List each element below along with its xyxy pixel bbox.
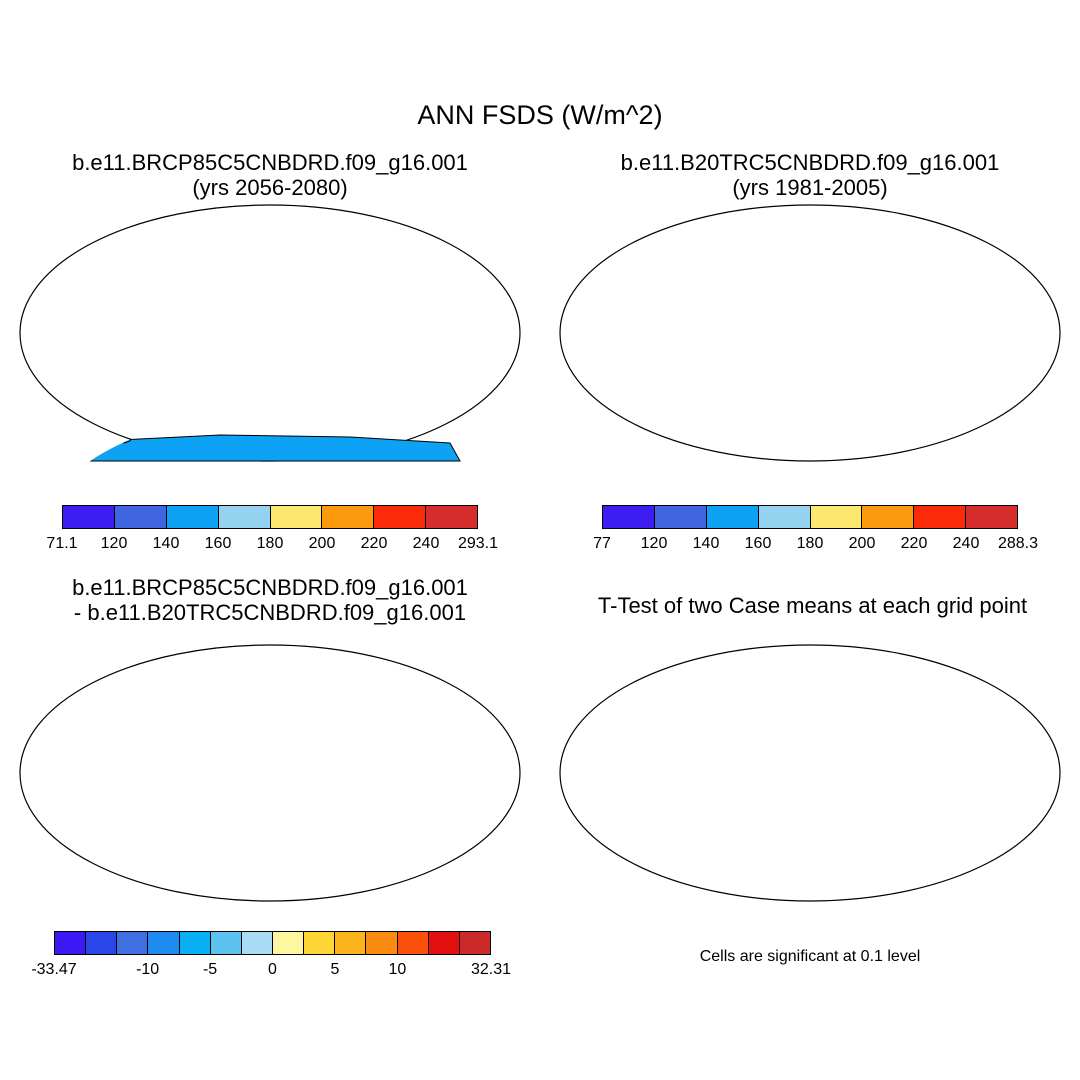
colorbar-2-tick-label: 180 [796,535,824,552]
colorbar-2-tick-label: 140 [692,535,720,552]
colorbar-3-swatch [241,932,273,954]
colorbar-2-swatch [654,506,707,528]
panel-1-case: b.e11.BRCP85C5CNBDRD.f09_g16.001 [72,150,468,175]
colorbar-2-tick-label: 77 [593,535,611,552]
colorbar-1-tick-label: 140 [152,535,180,552]
colorbar-3-tick-label: 0 [268,961,277,978]
colorbar-3-swatch [459,932,490,954]
map-panel-1 [19,204,521,462]
colorbar-1-swatch [166,506,219,528]
colorbar-1 [62,505,478,529]
colorbar-2-tick-label: 220 [900,535,928,552]
panel-3-case-a: b.e11.BRCP85C5CNBDRD.f09_g16.001 [72,575,468,600]
colorbar-3-swatch [179,932,211,954]
colorbar-3-swatch [272,932,305,954]
colorbar-3-swatch [86,932,118,954]
colorbar-3-swatch [304,932,336,954]
colorbar-1-swatch [322,506,375,528]
panel-2-title: b.e11.B20TRC5CNBDRD.f09_g16.001 (yrs 198… [560,150,1060,200]
colorbar-3-tick-label: -33.47 [31,961,77,978]
panel-1-years: (yrs 2056-2080) [192,175,348,200]
colorbar-3-swatch [210,932,242,954]
figure-title: ANN FSDS (W/m^2) [417,100,663,130]
colorbar-1-swatch [270,506,323,528]
colorbar-3-swatch [397,932,429,954]
colorbar-2-tick-label: 120 [640,535,668,552]
map-panel-3 [19,644,521,902]
colorbar-2-swatch [706,506,759,528]
colorbar-3-tick-label: 10 [388,961,407,978]
colorbar-3-swatch [117,932,149,954]
colorbar-2-swatch [758,506,811,528]
colorbar-2 [602,505,1018,529]
panel-1-title: b.e11.BRCP85C5CNBDRD.f09_g16.001 (yrs 20… [20,150,520,200]
colorbar-2-tick-label: 200 [848,535,876,552]
colorbar-2-tick-label: 288.3 [997,535,1039,552]
colorbar-3-swatch [55,932,87,954]
colorbar-1-swatch [114,506,167,528]
colorbar-1-tick-label: 293.1 [457,535,499,552]
colorbar-2-swatch [966,506,1017,528]
colorbar-1-swatch [63,506,115,528]
colorbar-2-tick-label: 240 [952,535,980,552]
colorbar-3-swatch [335,932,367,954]
colorbar-2-tick-label: 160 [744,535,772,552]
colorbar-3 [54,931,491,955]
colorbar-1-tick-label: 180 [256,535,284,552]
colorbar-2-swatch [914,506,967,528]
colorbar-2-swatch [862,506,915,528]
colorbar-3-tick-label: -10 [136,961,160,978]
colorbar-1-swatch [426,506,477,528]
colorbar-1-swatch [218,506,271,528]
colorbar-3-tick-label: 5 [330,961,340,978]
panel-2-years: (yrs 1981-2005) [732,175,888,200]
colorbar-2-swatch [603,506,655,528]
colorbar-1-tick-label: 240 [412,535,440,552]
colorbar-3-tick-label: 32.31 [470,961,512,978]
colorbar-1-tick-label: 220 [360,535,388,552]
colorbar-1-tick-label: 120 [100,535,128,552]
colorbar-3-swatch [366,932,398,954]
colorbar-1-swatch [374,506,427,528]
panel-4-title: T-Test of two Case means at each grid po… [597,593,1028,618]
colorbar-1-tick-label: 160 [204,535,232,552]
colorbar-3-swatch [148,932,180,954]
map-panel-4 [559,644,1061,902]
map-panel-2 [559,204,1061,462]
colorbar-1-tick-label: 200 [308,535,336,552]
significance-note: Cells are significant at 0.1 level [699,948,921,965]
colorbar-2-swatch [810,506,863,528]
colorbar-1-tick-label: 71.1 [46,535,78,552]
colorbar-3-tick-label: -5 [202,961,218,978]
panel-2-case: b.e11.B20TRC5CNBDRD.f09_g16.001 [620,150,1000,175]
panel-3-title: b.e11.BRCP85C5CNBDRD.f09_g16.001 - b.e11… [20,575,520,625]
colorbar-3-swatch [428,932,460,954]
panel-3-case-b: - b.e11.B20TRC5CNBDRD.f09_g16.001 [73,600,467,625]
